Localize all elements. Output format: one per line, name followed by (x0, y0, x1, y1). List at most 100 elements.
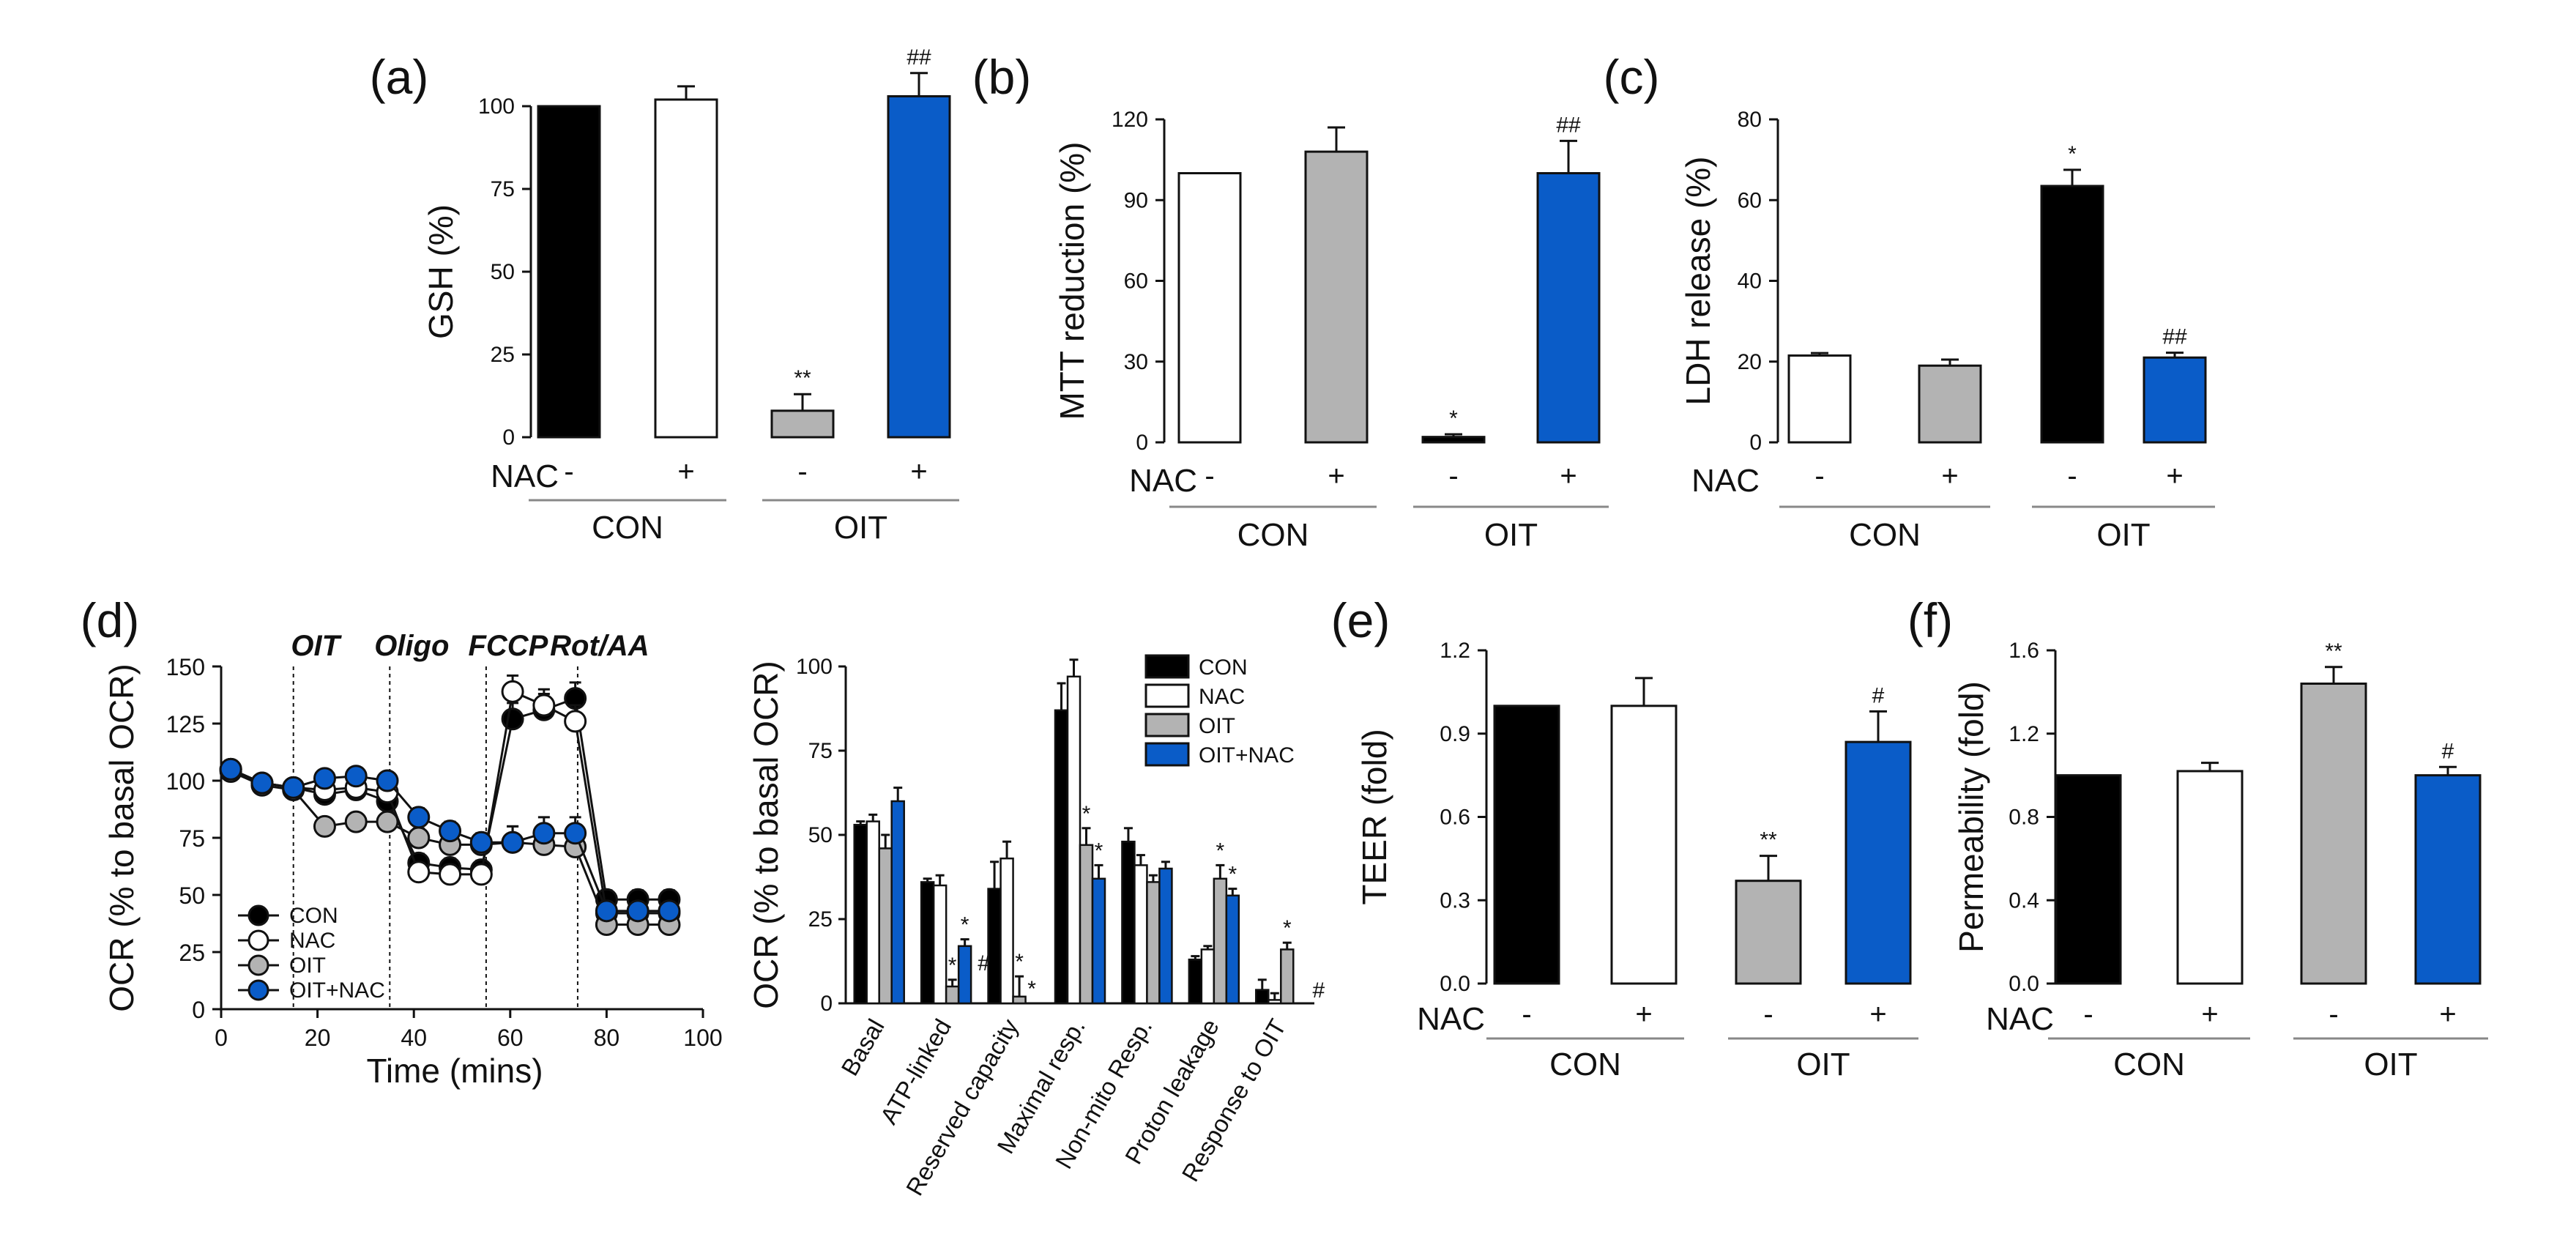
bar (1012, 995, 1027, 1005)
bar (1735, 880, 1802, 985)
bar (887, 94, 951, 439)
panel-letter: (a) (370, 50, 429, 104)
y-axis-label: LDH release (%) (1679, 157, 1717, 406)
legend-label: NAC (289, 929, 335, 953)
group-label: CON (1849, 517, 1921, 553)
group-label: OIT (1484, 517, 1538, 553)
event-label: OIT (291, 630, 342, 662)
data-point (532, 694, 556, 717)
bar (866, 820, 880, 1005)
bar (1493, 705, 1560, 985)
nac-sign: + (1328, 460, 1344, 492)
significance-marker: * (1027, 977, 1036, 1001)
significance-marker: ** (2325, 639, 2342, 664)
data-point (469, 830, 493, 854)
x-tick-label: 80 (594, 1025, 620, 1051)
bar (1536, 172, 1601, 444)
significance-marker: * (1216, 839, 1225, 863)
y-tick-label: 0 (1136, 431, 1148, 455)
y-tick-label: 90 (1124, 188, 1148, 212)
y-tick-label: 150 (166, 654, 205, 680)
legend-label: NAC (1199, 685, 1245, 709)
group-label: OIT (834, 510, 887, 546)
nac-sign: - (1522, 998, 1531, 1030)
panel-f: (f) 0.0 0.4 0.8 1.2 1.6 Permeability (fold) - + *… (1907, 593, 2488, 1082)
bar (987, 888, 1002, 1005)
legend-label: OIT (289, 954, 326, 978)
panel-b: (b) 0 30 60 90 120 MTT reduction (%) - + * - ## + NAC… (972, 50, 1609, 553)
group-label: CON (1549, 1047, 1621, 1082)
nac-sign: - (564, 456, 573, 488)
data-point (595, 899, 618, 923)
nac-sign: + (1941, 460, 1958, 492)
x-tick-label: 0 (215, 1025, 228, 1051)
y-tick-label: 120 (1112, 108, 1148, 132)
y-tick-label: 1.2 (2009, 722, 2039, 746)
significance-marker: * (1283, 916, 1292, 940)
legend-marker (247, 979, 269, 1001)
data-point (439, 863, 462, 886)
data-point (344, 765, 368, 788)
data-point (501, 680, 524, 703)
significance-marker: * (1082, 802, 1091, 826)
bar (920, 881, 935, 1005)
y-tick-label: 100 (796, 655, 833, 679)
bar (1066, 675, 1082, 1005)
y-tick-label: 0 (192, 997, 205, 1023)
bar (878, 847, 893, 1005)
significance-marker: # (978, 951, 990, 975)
x-axis-label: Time (mins) (366, 1052, 543, 1090)
nac-sign: + (2201, 998, 2218, 1030)
significance-marker: * (1015, 950, 1024, 974)
significance-marker: # (2442, 739, 2454, 763)
data-point (626, 899, 649, 923)
y-tick-label: 0 (1749, 431, 1762, 455)
panel-a: (a) 0 25 50 75 100 GSH (%) - + ** - ## + NAC CON OIT (370, 45, 959, 546)
y-tick-label: 0.4 (2009, 888, 2039, 913)
y-tick-label: 50 (491, 260, 515, 284)
bar (853, 823, 868, 1005)
data-point (313, 767, 336, 790)
bar (1787, 354, 1852, 444)
bar (1213, 877, 1228, 1005)
data-point (344, 810, 368, 833)
event-label: Oligo (374, 630, 449, 662)
y-tick-label: 60 (1738, 188, 1762, 212)
y-tick-label: 0.6 (1440, 806, 1470, 830)
y-tick-label: 20 (1738, 350, 1762, 374)
legend-swatch (1144, 683, 1190, 708)
bar (1121, 840, 1136, 1005)
bar (770, 409, 835, 439)
bar (999, 857, 1014, 1005)
bar (1054, 709, 1069, 1005)
bar (1225, 894, 1240, 1005)
x-tick-label: 60 (497, 1025, 524, 1051)
y-tick-label: 1.2 (1440, 639, 1470, 663)
panel-d-timecourse: (d) 0 25 50 75 100 125 150 0 20 40 60 80 100 OCR (% to… (81, 593, 723, 1090)
y-tick-label: 75 (179, 825, 205, 852)
nac-label: NAC (1417, 1001, 1485, 1037)
nac-sign: - (2329, 998, 2338, 1030)
y-tick-label: 40 (1738, 270, 1762, 294)
y-tick-label: 25 (491, 343, 515, 367)
bar (1200, 948, 1216, 1005)
data-point (313, 814, 336, 838)
nac-sign: - (1763, 998, 1773, 1030)
legend-marker (247, 954, 269, 976)
y-tick-label: 0 (502, 425, 515, 450)
bar (1133, 864, 1148, 1005)
data-point (282, 776, 305, 799)
nac-sign: + (1869, 998, 1886, 1030)
panel-letter: (d) (81, 593, 140, 647)
nac-sign: - (797, 456, 807, 488)
data-point (407, 826, 431, 850)
significance-marker: ## (907, 45, 931, 70)
bar (1188, 958, 1203, 1005)
nac-label: NAC (491, 458, 559, 494)
legend-label: CON (289, 904, 338, 928)
bar (957, 945, 972, 1005)
y-tick-label: 25 (179, 940, 205, 966)
significance-marker: * (1095, 839, 1103, 863)
data-point (532, 822, 556, 845)
group-label: OIT (2096, 517, 2150, 553)
